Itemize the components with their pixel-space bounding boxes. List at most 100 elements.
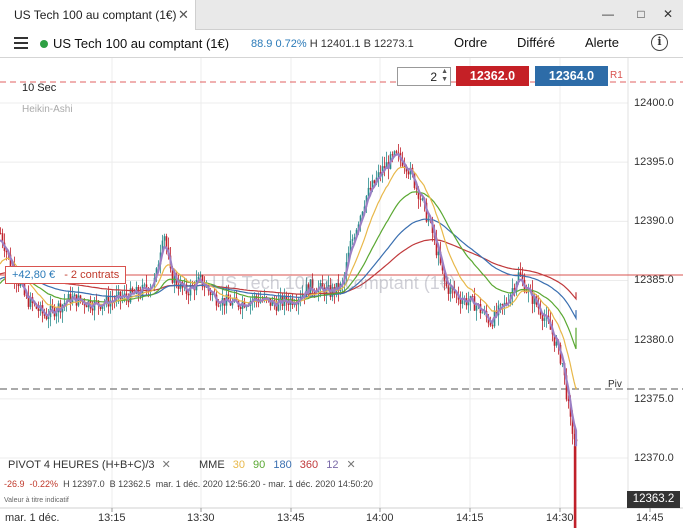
candle-body	[239, 306, 242, 309]
candle-body	[231, 301, 234, 306]
candle-body	[29, 297, 32, 307]
candle-body	[393, 151, 396, 156]
session-low: B 12273.1	[363, 38, 414, 50]
candle-body	[421, 198, 424, 200]
tab-close-icon[interactable]: ✕	[178, 7, 189, 22]
pivot-indicator-legend[interactable]: PIVOT 4 HEURES (H+B+C)/3 ✕	[8, 458, 175, 471]
candle-body	[1, 233, 4, 243]
candle-body	[51, 305, 54, 308]
ma-12-line	[0, 152, 578, 447]
candle-body	[503, 302, 506, 306]
order-button[interactable]: Ordre	[454, 35, 488, 50]
candle-body	[177, 284, 180, 289]
buy-button[interactable]: 12364.0	[535, 66, 608, 86]
hamburger-menu-icon[interactable]	[14, 37, 28, 49]
mme-indicator-legend[interactable]: MME 30 90 180 360 12 ✕	[199, 458, 356, 471]
candle-body	[385, 162, 388, 169]
minimize-icon[interactable]: —	[602, 7, 614, 21]
candle-body	[409, 167, 412, 175]
candle-body	[187, 293, 190, 296]
candle-body	[377, 172, 380, 178]
candle-body	[337, 282, 340, 292]
sell-button[interactable]: 12362.0	[456, 66, 529, 86]
open-position-tag[interactable]: +42,80 € - 2 contrats	[5, 266, 127, 284]
moving-averages	[0, 152, 578, 447]
candle-body	[417, 188, 420, 199]
pivot-indicator-label: PIVOT 4 HEURES (H+B+C)/3	[8, 459, 155, 471]
candle-body	[425, 202, 428, 222]
candle-body	[447, 286, 450, 294]
tab-title: US Tech 100 au comptant (1€)	[14, 8, 177, 22]
candle-body	[419, 198, 422, 200]
y-tick: 12380.0	[634, 334, 674, 346]
position-pl: +42,80 €	[12, 269, 56, 281]
remove-mme-icon[interactable]: ✕	[346, 459, 356, 471]
candle-body	[209, 290, 212, 296]
candle-body	[381, 166, 384, 176]
mme-label: MME	[199, 459, 225, 471]
candle-body	[219, 305, 222, 307]
candle-body	[203, 286, 206, 288]
candle-body	[571, 416, 574, 434]
candle-body	[449, 287, 452, 294]
candle-body	[143, 284, 146, 286]
instrument-tab[interactable]: US Tech 100 au comptant (1€) ✕	[0, 0, 196, 30]
quantity-stepper[interactable]: 2 ▲ ▼	[397, 67, 451, 86]
candle-body	[505, 302, 508, 305]
candle-body	[19, 283, 22, 287]
mme-period-180: 180	[273, 459, 292, 471]
candle-body	[441, 263, 444, 271]
candle-body	[367, 187, 370, 196]
candle-body	[295, 304, 298, 306]
quantity-value: 2	[430, 70, 437, 84]
market-open-indicator	[40, 40, 48, 48]
mme-period-12: 12	[326, 459, 339, 471]
candle-body	[155, 268, 158, 278]
candle-body	[453, 289, 456, 294]
alert-button[interactable]: Alerte	[585, 35, 619, 50]
candle-body	[327, 285, 330, 288]
interval-label[interactable]: 10 Sec	[22, 82, 57, 94]
candle-body	[107, 295, 110, 307]
info-high: H 12397.0	[63, 479, 105, 489]
stepper-arrows-icon[interactable]: ▲ ▼	[441, 68, 448, 83]
candle-body	[275, 303, 278, 311]
candle-body	[491, 325, 494, 327]
candle-body	[383, 166, 386, 169]
close-window-icon[interactable]: ✕	[662, 7, 674, 21]
change-points: 88.9	[251, 38, 273, 50]
chart-watermark: US Tech 100 au comptant (1€)	[212, 273, 456, 293]
candle-body	[79, 295, 82, 301]
info-low: B 12362.5	[109, 479, 151, 489]
candle-body	[461, 300, 464, 304]
r1-level-label: R1	[610, 70, 623, 81]
position-contracts: - 2 contrats	[64, 269, 120, 281]
info-icon[interactable]: i	[651, 34, 668, 51]
candle-body	[517, 272, 520, 283]
candle-body	[47, 317, 50, 320]
x-tick: 13:15	[98, 512, 126, 524]
window-tab-bar: US Tech 100 au comptant (1€) ✕ — □ ✕	[0, 0, 683, 30]
candle-body	[99, 305, 102, 309]
candle-body	[117, 291, 120, 296]
maximize-icon[interactable]: □	[637, 7, 645, 21]
candle-body	[67, 294, 70, 302]
candle-body	[285, 295, 288, 303]
candle-body	[513, 288, 516, 291]
candle-body	[85, 305, 88, 308]
candle-body	[349, 240, 352, 253]
instrument-name: US Tech 100 au comptant (1€)	[53, 36, 230, 51]
remove-pivot-icon[interactable]: ✕	[161, 459, 171, 471]
info-range: mar. 1 déc. 2020 12:56:20 - mar. 1 déc. …	[155, 479, 373, 489]
candle-body	[161, 240, 164, 253]
candle-body	[287, 302, 290, 306]
x-tick: 13:30	[187, 512, 215, 524]
candle-body	[397, 152, 400, 154]
candle-body	[271, 300, 274, 306]
candle-body	[321, 282, 324, 288]
deferred-order-button[interactable]: Différé	[517, 35, 556, 50]
candle-body	[443, 270, 446, 282]
candle-body	[371, 180, 374, 190]
candle-body	[37, 308, 40, 312]
